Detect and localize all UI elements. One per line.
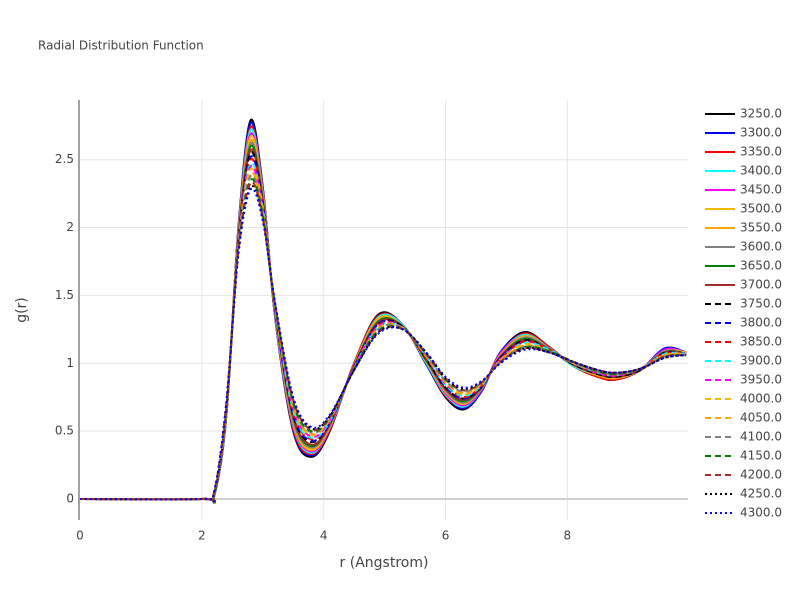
grid: 0 2 4 6 8 0 0.5 1 1.5 2 2.5 bbox=[55, 100, 688, 543]
legend-label: 3800.0 bbox=[740, 316, 782, 330]
legend-label: 3550.0 bbox=[740, 221, 782, 235]
series-line bbox=[80, 171, 687, 503]
x-tick-label: 4 bbox=[320, 529, 328, 543]
series-line bbox=[80, 184, 687, 503]
legend-label: 4000.0 bbox=[740, 392, 782, 406]
series-line bbox=[80, 187, 687, 503]
plot-lines bbox=[80, 118, 687, 505]
y-tick-label: 1.5 bbox=[55, 288, 74, 302]
legend-label: 4300.0 bbox=[740, 506, 782, 520]
legend-label: 4100.0 bbox=[740, 430, 782, 444]
legend-label: 4250.0 bbox=[740, 487, 782, 501]
y-tick-label: 0 bbox=[66, 491, 74, 505]
x-tick-label: 2 bbox=[198, 529, 206, 543]
legend-label: 4150.0 bbox=[740, 449, 782, 463]
series-line bbox=[80, 161, 687, 503]
legend-label: 3500.0 bbox=[740, 202, 782, 216]
x-tick-label: 6 bbox=[442, 529, 450, 543]
series-line bbox=[80, 118, 687, 504]
legend-label: 3950.0 bbox=[740, 373, 782, 387]
legend-label: 3750.0 bbox=[740, 297, 782, 311]
legend-label: 3600.0 bbox=[740, 240, 782, 254]
x-tick-label: 8 bbox=[564, 529, 572, 543]
legend-label: 3300.0 bbox=[740, 126, 782, 140]
legend-label: 3900.0 bbox=[740, 354, 782, 368]
x-axis-label: r (Angstrom) bbox=[340, 555, 429, 571]
series-line bbox=[80, 180, 687, 503]
chart-title: Radial Distribution Function bbox=[38, 39, 204, 53]
legend-label: 3400.0 bbox=[740, 164, 782, 178]
series-line bbox=[80, 174, 687, 503]
series-line bbox=[80, 167, 687, 503]
y-tick-label: 0.5 bbox=[55, 424, 74, 438]
legend-label: 4050.0 bbox=[740, 411, 782, 425]
x-tick-label: 0 bbox=[76, 529, 84, 543]
legend-label: 3450.0 bbox=[740, 183, 782, 197]
legend-label: 3250.0 bbox=[740, 107, 782, 121]
y-tick-label: 2 bbox=[66, 220, 74, 234]
legend: 3250.0 3300.0 3350.0 3400.0 3450.0 3500.0 3550… bbox=[705, 107, 782, 520]
legend-label: 4200.0 bbox=[740, 468, 782, 482]
series-line bbox=[80, 164, 687, 503]
legend-label: 3650.0 bbox=[740, 259, 782, 273]
legend-label: 3700.0 bbox=[740, 278, 782, 292]
legend-label: 3850.0 bbox=[740, 335, 782, 349]
y-tick-label: 1 bbox=[66, 356, 74, 370]
y-axis-label: g(r) bbox=[14, 297, 30, 323]
legend-label: 3350.0 bbox=[740, 145, 782, 159]
y-tick-label: 2.5 bbox=[55, 152, 74, 166]
